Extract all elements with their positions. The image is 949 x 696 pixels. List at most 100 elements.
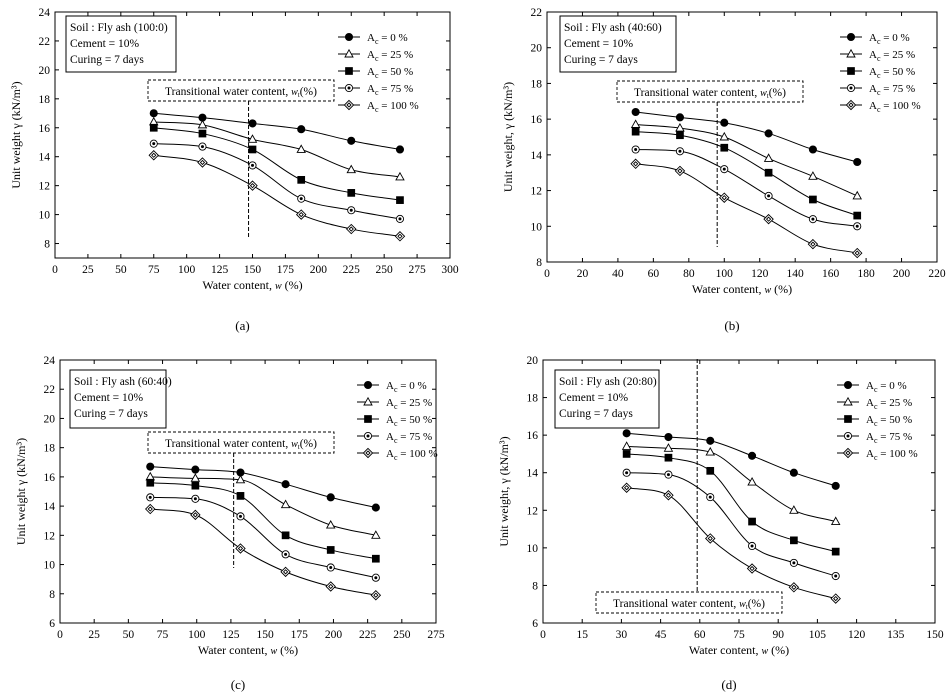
y-tick-label: 10 [44, 560, 56, 572]
x-tick-label: 105 [809, 629, 827, 641]
legend-entry: Ac = 100 % [840, 99, 921, 114]
x-tick-label: 160 [822, 268, 840, 280]
legend-marker [846, 83, 856, 93]
info-box: Soil : Fly ash (40:60) Cement = 10% Curing… [559, 15, 677, 73]
legend-marker [343, 99, 355, 111]
legend-label: Ac = 50 % [367, 66, 413, 80]
y-tick-label: 12 [44, 530, 56, 542]
data-point [148, 116, 159, 126]
x-tick-label: 30 [616, 629, 628, 641]
data-point [764, 191, 773, 200]
y-tick-label: 14 [39, 152, 51, 164]
y-tick-label: 6 [49, 618, 55, 630]
series-1 [630, 119, 862, 200]
y-tick-label: 6 [532, 618, 538, 630]
data-point [281, 550, 290, 559]
y-axis-title: Unit weight γ (kN/m³) [14, 438, 28, 545]
data-point [621, 482, 632, 493]
x-tick-label: 180 [857, 268, 875, 280]
x-tick-label: 60 [694, 629, 706, 641]
legend-label: Ac = 100 % [367, 100, 419, 114]
data-point [789, 505, 799, 514]
series-line [626, 432, 836, 487]
y-tick-label: 16 [531, 114, 543, 126]
panel-caption: (b) [724, 318, 739, 333]
data-point [235, 543, 246, 554]
x-tick-label: 0 [52, 264, 58, 276]
series-4 [621, 482, 841, 604]
x-tick-label: 140 [787, 268, 805, 280]
series-line [635, 163, 858, 254]
data-point [297, 176, 306, 184]
legend-entry: Ac = 100 % [837, 447, 918, 462]
data-point [746, 563, 758, 574]
data-point [807, 238, 819, 250]
series-0 [146, 462, 380, 512]
series-line [635, 124, 858, 197]
y-tick-label: 8 [49, 589, 55, 601]
data-point [190, 473, 201, 482]
legend-entry: Ac = 25 % [837, 396, 912, 411]
legend-marker [843, 396, 853, 406]
data-point [146, 493, 155, 502]
series-0 [631, 107, 862, 167]
plot-frame [546, 11, 938, 263]
data-point [852, 190, 862, 200]
legend-entry: Ac = 100 % [357, 447, 438, 462]
info-line: Cement = 10% [74, 392, 144, 404]
legend-entry: Ac = 50 % [840, 66, 915, 80]
data-point [830, 593, 841, 604]
data-point [748, 541, 757, 551]
y-tick-label: 12 [39, 181, 51, 193]
legend-marker [845, 99, 857, 111]
chart-panel-a: 0 25 50 75 100 125 150 175 200 225 250 275 300 8 10 12 1… [9, 7, 459, 333]
series-2 [149, 123, 404, 204]
x-tick-label: 50 [115, 264, 127, 276]
data-point [248, 161, 257, 170]
data-point [788, 582, 800, 593]
data-point [197, 119, 208, 129]
y-tick-label: 12 [531, 186, 543, 198]
data-point [371, 530, 381, 539]
y-tick-label: 8 [532, 580, 538, 592]
x-tick-label: 275 [408, 264, 426, 276]
legend-label: Ac = 0 % [386, 380, 427, 394]
data-point [197, 157, 208, 168]
series-line [626, 445, 836, 523]
legend-label: Ac = 75 % [869, 83, 915, 97]
x-tick-label: 225 [343, 264, 361, 276]
y-tick-label: 22 [44, 384, 56, 396]
data-point [325, 519, 336, 529]
data-point [297, 125, 306, 134]
data-point [631, 107, 640, 117]
info-line: Cement = 10% [559, 392, 629, 404]
x-tick-label: 125 [211, 264, 229, 276]
x-tick-label: 90 [772, 629, 784, 641]
info-line: Curing = 7 days [564, 54, 638, 66]
data-point [371, 503, 380, 512]
data-point [830, 516, 841, 526]
data-point [809, 195, 817, 204]
data-point [719, 192, 730, 203]
x-tick-label: 100 [188, 629, 206, 641]
legend-label: Ac = 75 % [367, 83, 413, 97]
data-point [675, 113, 685, 122]
data-point [631, 145, 640, 154]
data-point [664, 453, 673, 462]
legend-label: Ac = 25 % [866, 397, 912, 411]
y-tick-label: 18 [527, 393, 539, 405]
data-point [295, 209, 307, 220]
legend-entry: Ac = 25 % [338, 48, 413, 63]
y-tick-label: 24 [39, 7, 51, 19]
legend-marker [843, 431, 853, 441]
x-axis-title: Water content, w (%) [198, 643, 298, 657]
data-point [763, 153, 774, 162]
data-point [280, 499, 291, 509]
x-tick-label: 0 [540, 629, 546, 641]
x-tick-label: 125 [222, 629, 240, 641]
legend-label: Ac = 100 % [386, 448, 438, 462]
y-tick-label: 18 [531, 78, 543, 90]
legend-entry: Ac = 0 % [338, 32, 408, 46]
chart-panel-b: 0 20 40 60 80 100 120 140 160 180 200 220 8 10 12 14 16 1… [501, 7, 946, 333]
series-4 [145, 503, 382, 601]
